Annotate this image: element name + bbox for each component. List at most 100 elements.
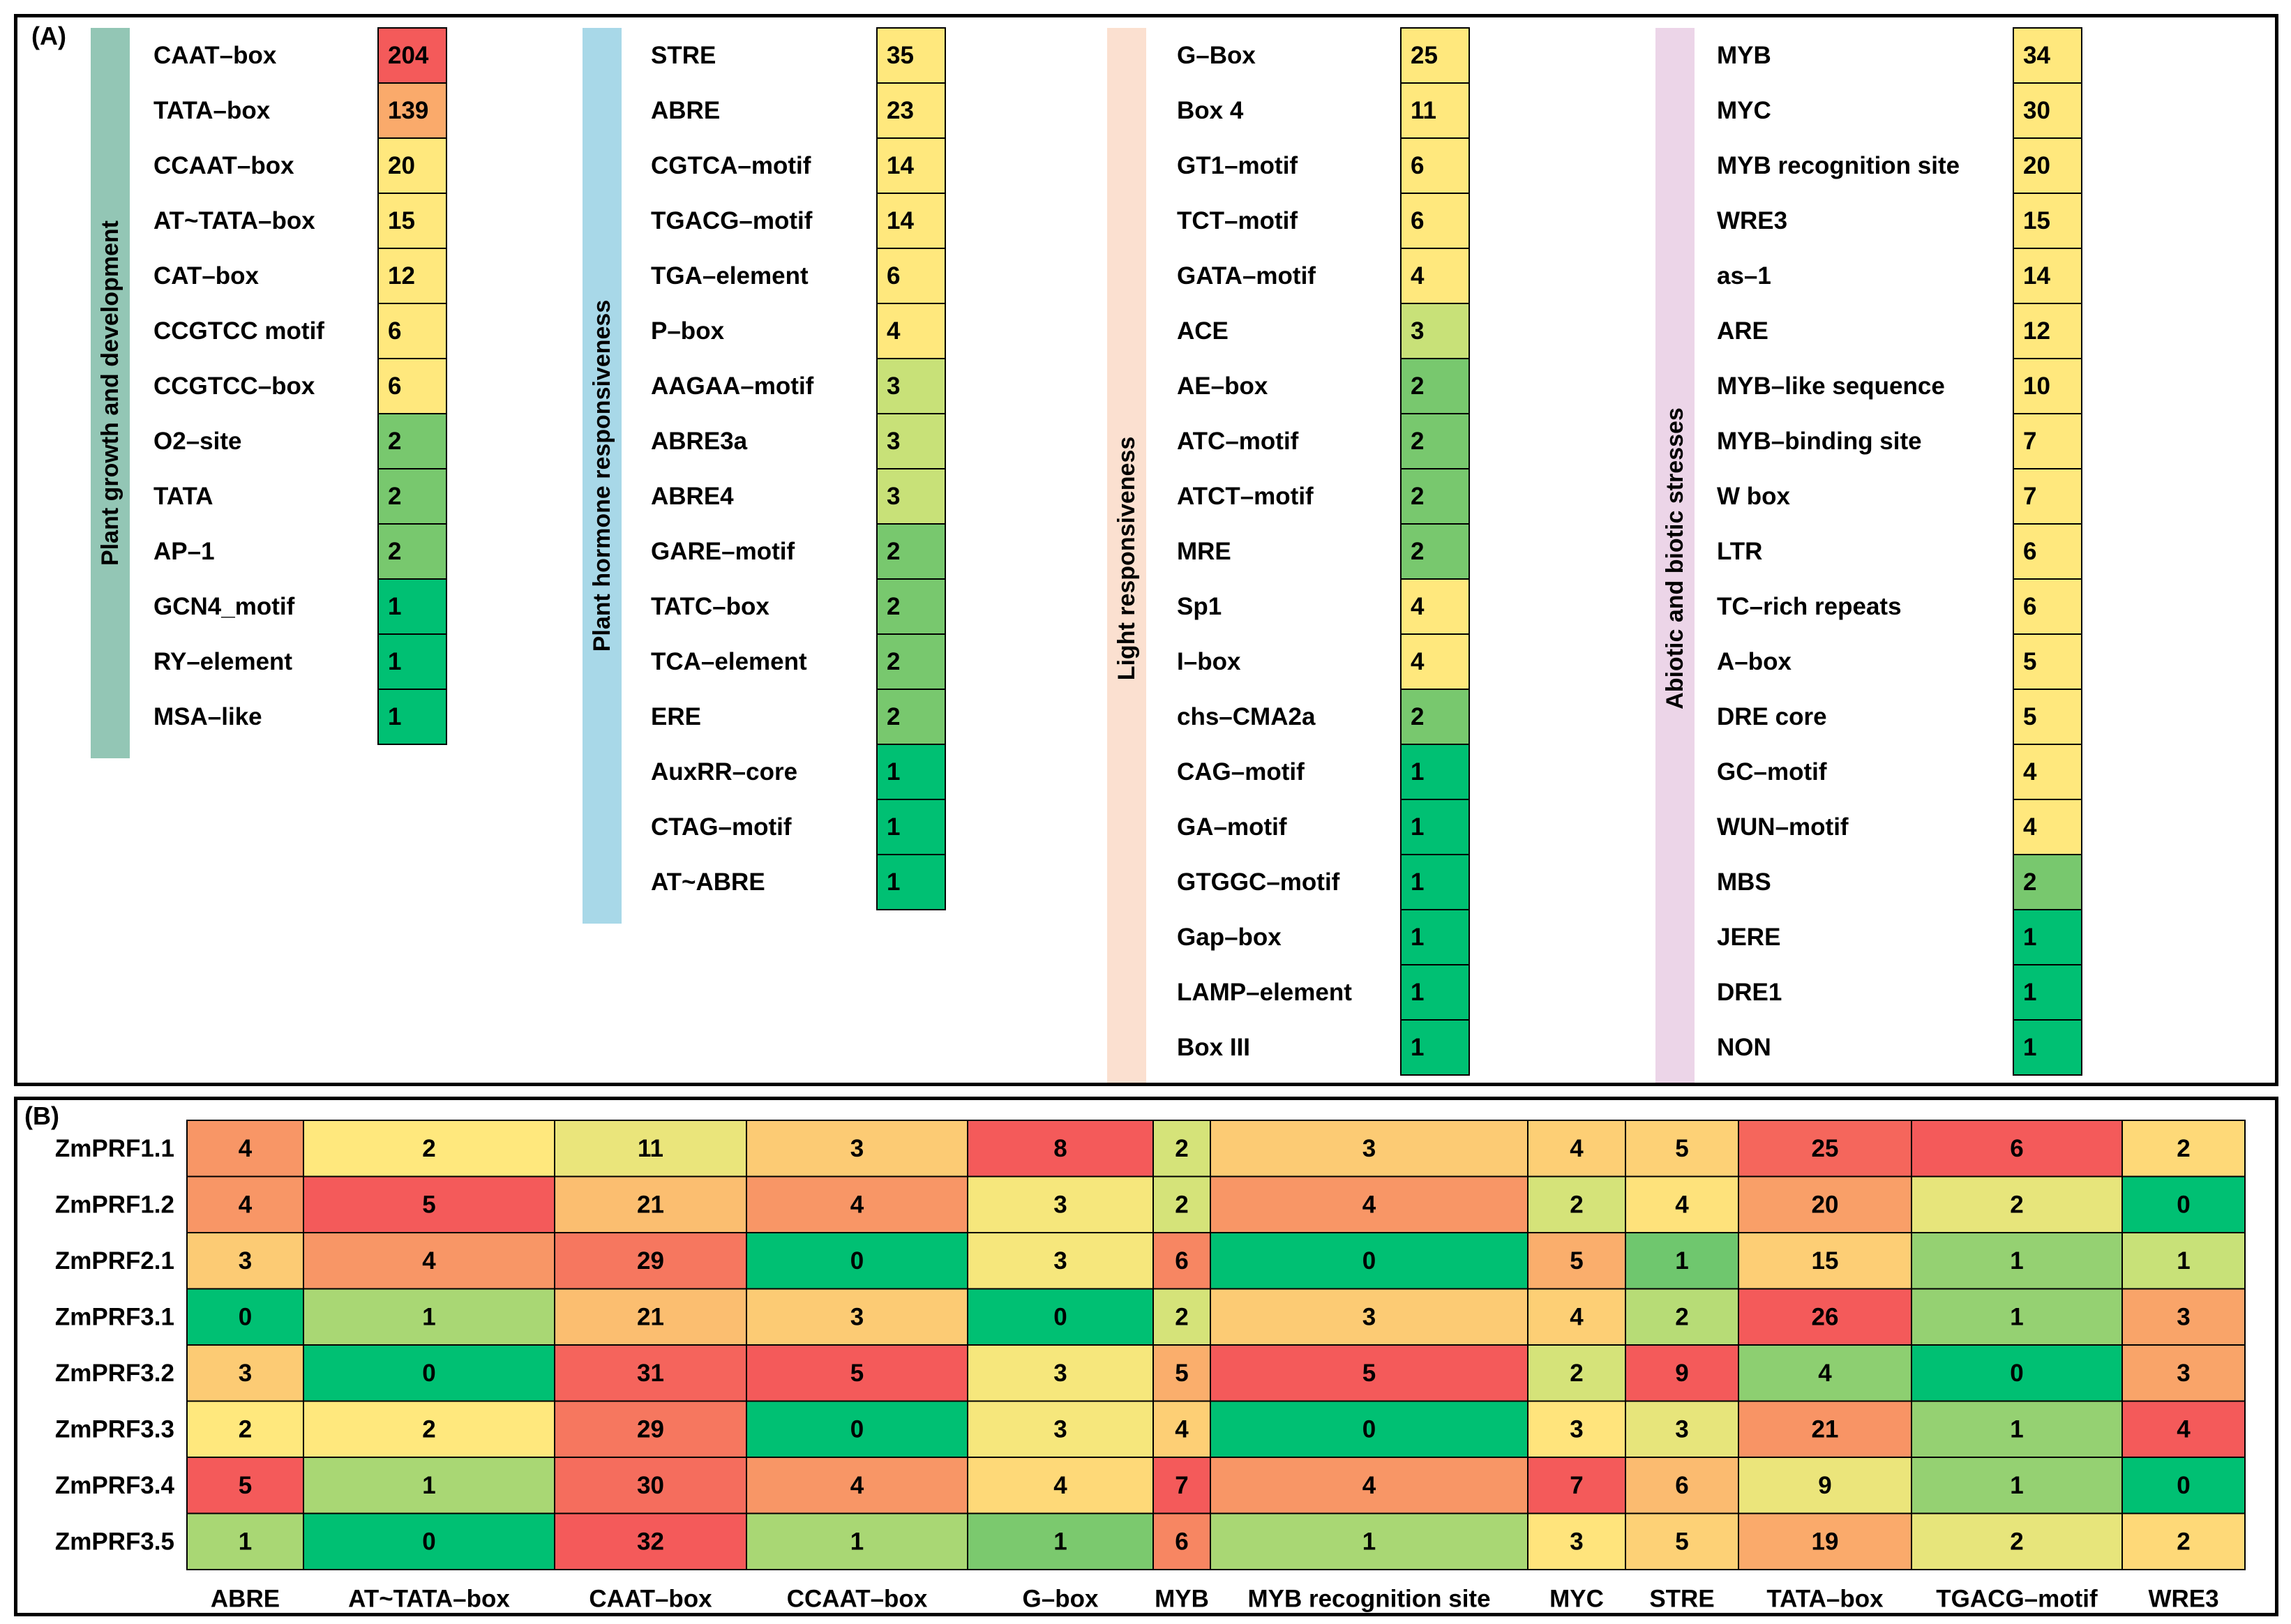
count-cell [876, 744, 946, 800]
count-value: 7 [2023, 428, 2036, 455]
count-cell [2013, 303, 2082, 359]
heatmap-value: 6 [1175, 1247, 1188, 1275]
element-label: WRE3 [1717, 207, 1787, 234]
heatmap-cell [967, 1457, 1154, 1514]
element-label: LTR [1717, 538, 1762, 565]
heatmap-value: 4 [1175, 1415, 1189, 1443]
heatmap-value: 26 [1812, 1303, 1839, 1330]
heatmap-cell [1210, 1175, 1528, 1233]
heatmap-cell [1911, 1400, 2123, 1458]
heatmap-value: 2 [1570, 1191, 1583, 1218]
heatmap-value: 5 [1675, 1135, 1688, 1162]
count-cell [876, 193, 946, 249]
column-label-stre: STRE [1649, 1586, 1714, 1613]
heatmap-value: 7 [1175, 1472, 1188, 1499]
count-value: 6 [388, 373, 401, 400]
count-value: 2 [887, 538, 900, 565]
count-value: 4 [1411, 648, 1425, 675]
element-label: G–Box [1177, 42, 1256, 69]
element-label: AuxRR–core [651, 758, 797, 785]
element-label: as–1 [1717, 262, 1771, 290]
count-value: 2 [1411, 538, 1424, 565]
count-cell [1400, 633, 1470, 690]
count-value: 1 [2023, 979, 2036, 1006]
heatmap-cell [1625, 1232, 1739, 1290]
heatmap-cell [746, 1400, 968, 1458]
heatmap-cell [554, 1288, 747, 1346]
heatmap-value: 1 [2177, 1247, 2190, 1275]
heatmap-cell [746, 1288, 968, 1346]
element-label: MYB–binding site [1717, 428, 1922, 455]
heatmap-value: 3 [850, 1303, 864, 1330]
heatmap-cell [186, 1344, 304, 1402]
heatmap-cell [1527, 1344, 1626, 1402]
count-value: 15 [388, 207, 415, 234]
element-label: TATA [153, 483, 213, 510]
panel-b: (B) ZmPRF1.1 4 2 11 3 8 2 3 4 5 25 6 2 ZmPRF1.2 4 5 21 4 3… [14, 1097, 2278, 1616]
heatmap-cell [1911, 1512, 2123, 1570]
element-label: ATC–motif [1177, 428, 1299, 455]
column-label-myb-recognition-site: MYB recognition site [1247, 1586, 1490, 1613]
heatmap-cell [303, 1120, 555, 1178]
heatmap-value: 0 [1053, 1303, 1067, 1330]
heatmap-value: 2 [2177, 1528, 2190, 1555]
heatmap-value: 5 [1175, 1360, 1188, 1387]
column-label-g-box: G–box [1023, 1586, 1099, 1613]
count-cell [876, 27, 946, 84]
heatmap-value: 0 [2010, 1360, 2023, 1387]
heatmap-cell [186, 1175, 304, 1233]
heatmap-cell [1152, 1512, 1211, 1570]
row-label-zmprf1-1: ZmPRF1.1 [55, 1135, 174, 1162]
element-label: LAMP–element [1177, 979, 1352, 1006]
count-cell [876, 137, 946, 194]
heatmap-value: 0 [1362, 1415, 1376, 1443]
element-label: DRE1 [1717, 979, 1782, 1006]
heatmap-cell [1527, 1400, 1626, 1458]
element-label: TGACG–motif [651, 207, 813, 234]
heatmap-cell [746, 1344, 968, 1402]
heatmap-cell [186, 1232, 304, 1290]
element-label: CTAG–motif [651, 813, 792, 841]
heatmap-value: 3 [1675, 1415, 1688, 1443]
heatmap-value: 3 [239, 1247, 252, 1275]
count-value: 2 [388, 538, 401, 565]
count-cell [876, 633, 946, 690]
heatmap-value: 5 [1362, 1360, 1376, 1387]
row-label-zmprf3-5: ZmPRF3.5 [55, 1528, 174, 1555]
element-label: AP–1 [153, 538, 215, 565]
heatmap-cell [1210, 1288, 1528, 1346]
count-cell [876, 413, 946, 469]
count-value: 1 [887, 869, 900, 896]
count-cell [876, 578, 946, 635]
element-label: CCGTCC–box [153, 373, 315, 400]
element-label: A–box [1717, 648, 1792, 675]
heatmap-value: 0 [2177, 1191, 2190, 1218]
count-value: 2 [1411, 428, 1424, 455]
element-label: W box [1717, 483, 1791, 510]
heatmap-cell [303, 1512, 555, 1570]
element-label: MYC [1717, 97, 1771, 124]
heatmap-value: 3 [2177, 1360, 2190, 1387]
count-value: 2 [887, 703, 900, 730]
count-cell [2013, 248, 2082, 304]
row-label-zmprf3-3: ZmPRF3.3 [55, 1415, 174, 1443]
count-cell [876, 303, 946, 359]
heatmap-cell [1625, 1288, 1739, 1346]
heatmap-value: 9 [1818, 1472, 1831, 1499]
count-value: 139 [388, 97, 428, 124]
heatmap-value: 4 [239, 1191, 253, 1218]
element-label: MYB [1717, 42, 1771, 69]
heatmap-value: 4 [1818, 1360, 1832, 1387]
heatmap-value: 6 [2010, 1135, 2023, 1162]
heatmap-value: 1 [2010, 1303, 2023, 1330]
heatmap-cell [746, 1512, 968, 1570]
heatmap-cell [1625, 1457, 1739, 1514]
count-value: 1 [2023, 1034, 2036, 1061]
column-label-myb: MYB [1155, 1586, 1209, 1613]
count-value: 1 [1411, 869, 1424, 896]
count-cell [1400, 689, 1470, 745]
heatmap-cell [1738, 1120, 1912, 1178]
heatmap-cell [1527, 1175, 1626, 1233]
count-value: 1 [887, 758, 900, 785]
count-cell [377, 578, 447, 635]
